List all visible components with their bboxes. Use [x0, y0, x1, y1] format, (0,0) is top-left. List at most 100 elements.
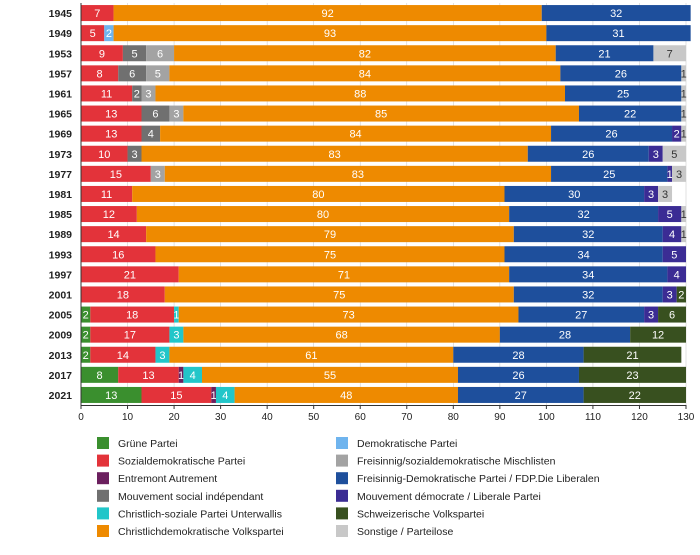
data-label: 3 — [159, 350, 165, 362]
data-label: 32 — [582, 289, 594, 301]
bar-segment — [81, 185, 133, 202]
data-label: 27 — [575, 310, 587, 322]
year-label: 2017 — [49, 370, 73, 382]
bar-segment — [118, 366, 179, 383]
data-label: 32 — [610, 8, 622, 20]
year-label: 1973 — [49, 149, 73, 161]
bar-segment — [509, 206, 659, 223]
year-label: 2001 — [49, 289, 73, 301]
bar-segment — [155, 85, 565, 102]
data-label: 1 — [681, 209, 687, 221]
year-label: 2013 — [49, 350, 73, 362]
bar-segment — [681, 85, 686, 102]
year-label: 1989 — [49, 229, 73, 241]
bar-segment — [169, 326, 184, 343]
data-label: 3 — [667, 289, 673, 301]
bar-segment — [174, 45, 556, 62]
data-label: 8 — [97, 68, 103, 80]
x-tick-label: 30 — [215, 412, 227, 423]
data-label: 1 — [681, 88, 687, 100]
legend: Grüne Partei Sozialdemokratische Partei En… — [97, 437, 600, 538]
data-label: 6 — [157, 48, 163, 60]
data-label: 3 — [131, 149, 137, 161]
bar-segment — [551, 165, 668, 182]
legend-swatch — [97, 507, 109, 520]
data-label: 12 — [652, 330, 664, 342]
bar-segment — [81, 286, 165, 303]
data-label: 11 — [101, 189, 112, 201]
bar-segment — [202, 366, 458, 383]
legend-swatch — [336, 472, 348, 485]
bar-segment — [141, 125, 161, 142]
bar-segment — [662, 286, 677, 303]
bar-segment — [504, 185, 645, 202]
bar-segment — [681, 206, 686, 223]
legend-swatch — [336, 489, 348, 502]
legend-swatch — [97, 437, 109, 449]
data-label: 14 — [107, 229, 119, 241]
bar-segment — [667, 165, 673, 182]
data-label: 25 — [617, 88, 629, 100]
bar-segment — [565, 85, 682, 102]
data-label: 84 — [349, 129, 361, 141]
bar-segment — [578, 105, 682, 122]
year-label: 1949 — [49, 28, 73, 40]
bar-segment — [667, 266, 686, 283]
bar-segment — [141, 386, 212, 403]
data-label: 27 — [515, 390, 527, 402]
bar-segment — [81, 226, 147, 243]
data-label: 16 — [112, 249, 124, 261]
bar-segment — [211, 386, 216, 403]
bar-segment — [662, 246, 686, 263]
data-label: 21 — [124, 269, 136, 281]
bar-segment — [146, 226, 514, 243]
data-label: 83 — [329, 149, 341, 161]
year-label: 1953 — [49, 48, 73, 60]
bar-segment — [81, 206, 137, 223]
data-label: 2 — [83, 310, 89, 322]
bar-segment — [541, 5, 691, 22]
year-label: 1961 — [49, 88, 73, 100]
bar-segment — [457, 366, 579, 383]
data-label: 5 — [667, 209, 673, 221]
year-label: 1993 — [49, 249, 73, 261]
bar-segment — [81, 266, 179, 283]
data-label: 85 — [375, 109, 387, 121]
data-label: 3 — [662, 189, 668, 201]
bar-segment — [132, 185, 505, 202]
bar-segment — [499, 326, 631, 343]
data-label: 32 — [582, 229, 594, 241]
bar-segment — [453, 346, 584, 363]
legend-swatch — [336, 437, 348, 449]
data-label: 2 — [674, 129, 680, 141]
bar-segment — [81, 25, 105, 42]
year-label: 1965 — [49, 109, 73, 121]
data-label: 92 — [322, 8, 334, 20]
data-label: 1 — [681, 68, 687, 80]
bar-segment — [178, 306, 519, 323]
data-label: 7 — [667, 48, 673, 60]
x-tick-label: 100 — [538, 412, 555, 423]
bar-segment — [555, 45, 654, 62]
data-label: 80 — [317, 209, 329, 221]
data-label: 34 — [577, 249, 589, 261]
bar-segment — [81, 386, 142, 403]
bar-segment — [136, 206, 510, 223]
x-tick-label: 90 — [494, 412, 506, 423]
data-label: 2 — [678, 289, 684, 301]
bar-segment — [513, 286, 663, 303]
data-label: 23 — [626, 370, 638, 382]
data-label: 48 — [340, 390, 352, 402]
legend-label: Freisinnig/sozialdemokratische Mischlist… — [357, 456, 556, 468]
legend-swatch — [97, 525, 109, 537]
data-label: 18 — [117, 289, 129, 301]
legend-swatch — [97, 472, 109, 485]
data-label: 26 — [605, 129, 617, 141]
year-label: 1985 — [49, 209, 73, 221]
data-label: 5 — [90, 28, 96, 40]
bar-segment — [118, 65, 147, 82]
data-label: 4 — [674, 269, 680, 281]
data-label: 6 — [669, 310, 675, 322]
data-label: 25 — [603, 169, 615, 181]
data-label: 83 — [352, 169, 364, 181]
